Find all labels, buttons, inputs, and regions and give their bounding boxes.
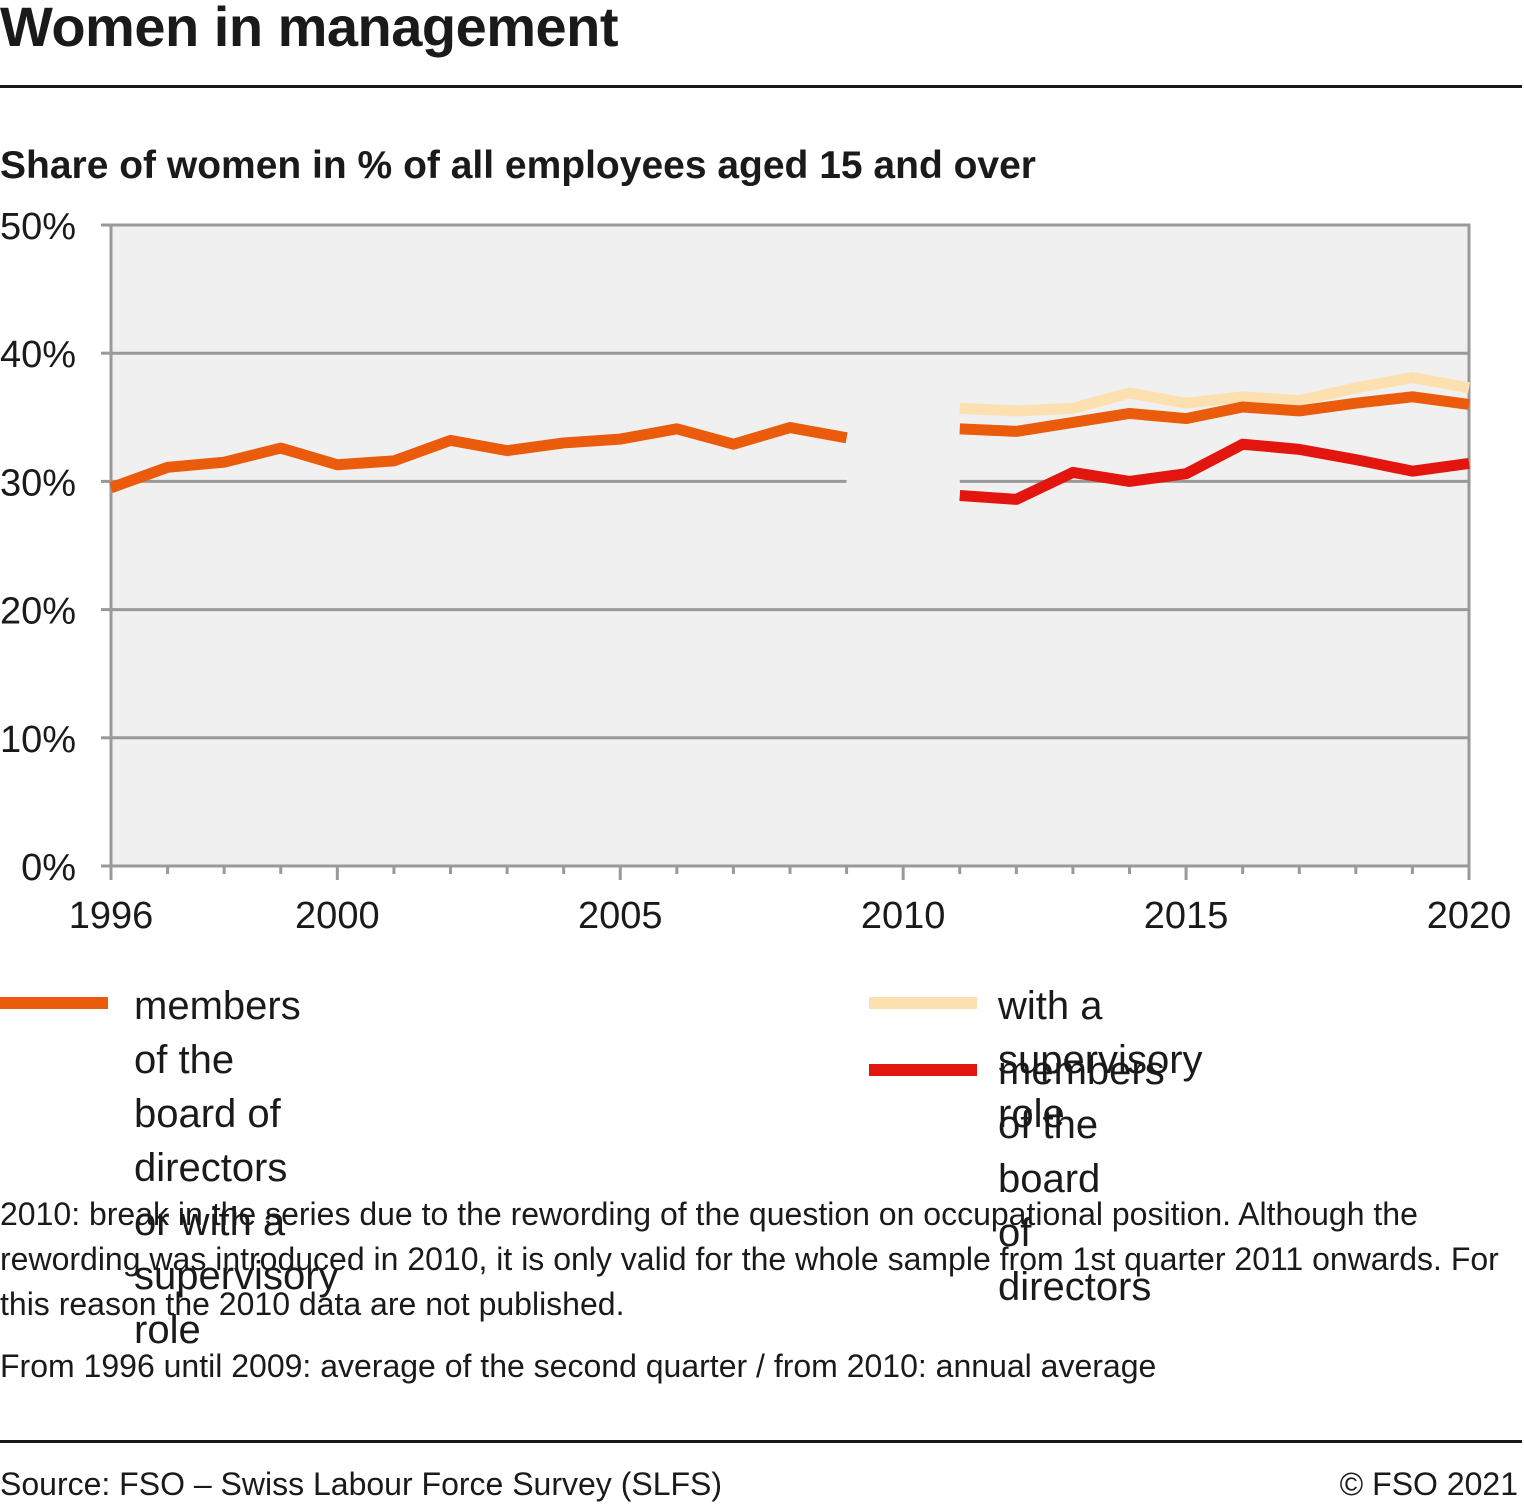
chart-title: Women in management [0, 0, 619, 58]
x-tick-label: 2010 [861, 895, 946, 937]
y-tick-label: 10% [0, 719, 76, 761]
x-tick-label: 2000 [295, 895, 380, 937]
legend-label-line: members of the board of directors [134, 984, 301, 1190]
x-tick-label: 2015 [1144, 895, 1229, 937]
legend-label-board-or-supervisory: members of the board of directors or wit… [134, 979, 339, 1357]
chart-subtitle: Share of women in % of all employees age… [0, 144, 1036, 187]
series-line-board-or-supervisory [109, 422, 848, 493]
legend-swatch-board-or-supervisory [0, 997, 108, 1009]
line-chart: 0% 10% 20% 30% 40% 50% 1996 2000 2005 2010 2015 202… [0, 206, 1512, 937]
copyright-text: © FSO 2021 [1339, 1466, 1518, 1502]
y-tick-label: 30% [0, 462, 76, 504]
series-line-supervisory [959, 372, 1470, 417]
legend-swatch-board [869, 1064, 977, 1076]
plot-area [109, 223, 1471, 868]
legend-label-line: with a supervisory role [998, 984, 1203, 1136]
legend-label-line: of directors [998, 1211, 1152, 1309]
legend-label-supervisory: with a supervisory role [998, 979, 1203, 1141]
footnote-averages: From 1996 until 2009: average of the sec… [0, 1348, 1157, 1384]
x-tick-label: 2005 [578, 895, 663, 937]
legend-swatch-supervisory [869, 997, 977, 1009]
series-line-board [959, 438, 1470, 505]
header-rule [0, 85, 1522, 88]
legend-label-line: members of the board [998, 1049, 1165, 1201]
legend-label-board: members of the board of directors [998, 1044, 1165, 1314]
x-tick-label: 1996 [69, 895, 154, 937]
y-tick-label: 0% [21, 847, 76, 889]
y-tick-label: 40% [0, 334, 76, 376]
footnote-series-break: 2010: break in the series due to the rew… [0, 1196, 1499, 1322]
x-tick-label: 2020 [1427, 895, 1512, 937]
legend-label-line: or with a supervisory role [134, 1200, 339, 1352]
source-text: Source: FSO – Swiss Labour Force Survey … [0, 1466, 723, 1502]
series-line-board-or-supervisory [959, 391, 1470, 437]
y-tick-label: 20% [0, 591, 76, 633]
y-tick-label: 50% [0, 206, 76, 248]
footer-rule [0, 1440, 1522, 1443]
